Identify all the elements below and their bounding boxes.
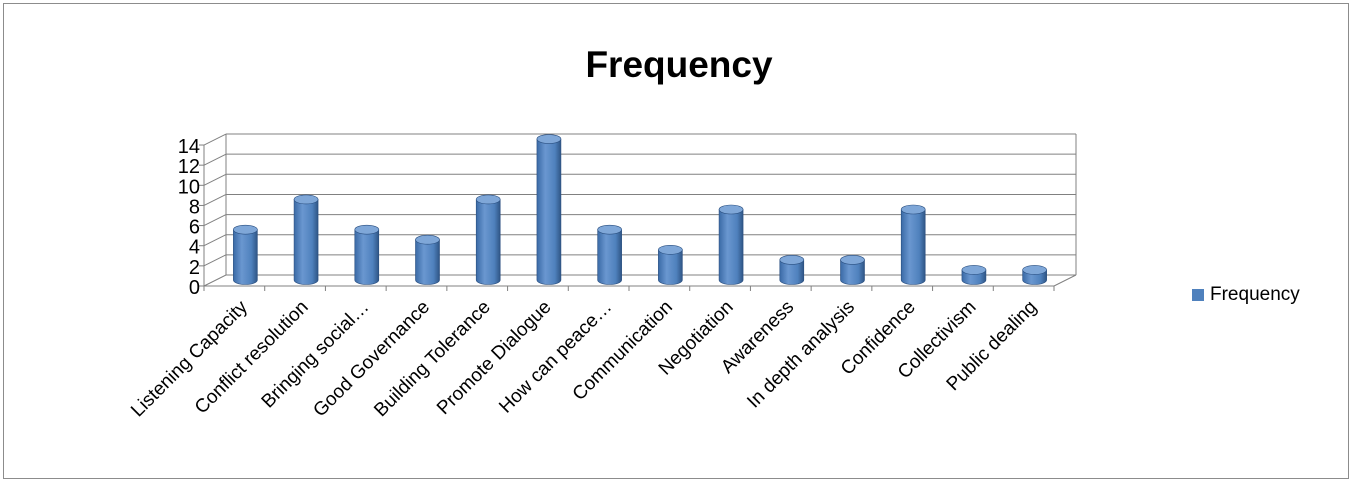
bar-top [233,224,258,235]
x-tick-label: Conflict resolution [191,297,313,419]
x-tick-label: Listening Capacity [127,296,252,421]
y-tick-label: 8 [189,196,200,218]
bar [900,204,926,285]
x-tick-label: Building Tolerance [370,297,494,421]
y-tick-label: 6 [189,217,200,239]
x-tick-label: In depth analysis [743,297,859,413]
x-tick-label: Good Governance [309,297,434,422]
bar-top [840,255,865,265]
bar [293,194,319,285]
bar-body [840,259,865,285]
bar-body [536,138,562,285]
bar [475,194,501,285]
x-tick-label: Promote Dialogue [433,297,555,419]
y-tick-label: 14 [178,136,200,158]
chart-title: Frequency [585,44,773,85]
bar-top [354,224,380,235]
gridline-side [203,274,227,287]
bar-top [597,224,622,235]
bar [961,265,987,285]
bar-body [597,229,622,285]
bar-body [354,229,380,285]
chart-frame: Frequency 0 2 4 6 8 10 12 14 Listening Capacity C… [3,3,1349,479]
bar [354,224,380,285]
gridline-side [203,193,227,206]
bar [779,255,805,285]
bar-top [779,255,805,265]
bar-body [233,229,258,285]
bar [840,255,865,285]
y-tick-label: 10 [178,176,200,198]
gridline-side [203,254,227,267]
bar-body [900,209,926,285]
legend-label: Frequency [1210,284,1300,305]
gridline-side [203,214,227,227]
gridlines [203,133,1077,287]
legend: Frequency [1192,284,1300,306]
bar-top [475,194,501,205]
bar-top [900,204,926,215]
x-tick-label: Bringing social… [258,297,374,413]
bars [233,134,1047,285]
bar-top [1022,265,1047,275]
bar [718,204,744,285]
x-tick-label: How can peace… [495,297,616,418]
gridline-side [203,133,227,146]
bar-body [718,209,744,285]
bar [415,234,440,285]
gridline-side [203,234,227,247]
bar [1022,265,1047,285]
y-tick-label: 4 [189,237,200,259]
bar-body [415,239,440,285]
bar-top [718,204,744,215]
bar-top [293,194,319,205]
bar-top [961,265,987,275]
gridline-side [203,173,227,186]
bar-top [415,234,440,245]
legend-swatch [1192,289,1204,301]
bar [658,244,683,285]
y-tick-label: 2 [189,257,200,279]
bar [536,134,562,285]
bar-top [658,244,683,255]
gridline-side [203,153,227,166]
axes [199,144,1077,291]
bar-top [536,134,562,144]
y-tick-label: 12 [178,156,200,178]
bar [597,224,622,285]
y-tick-label: 0 [189,277,200,299]
floor-edge [1053,274,1077,287]
bar [233,224,258,285]
bar-body [779,259,805,285]
bar-body [658,249,683,285]
bar-body [475,199,501,285]
bar-body [293,199,319,285]
